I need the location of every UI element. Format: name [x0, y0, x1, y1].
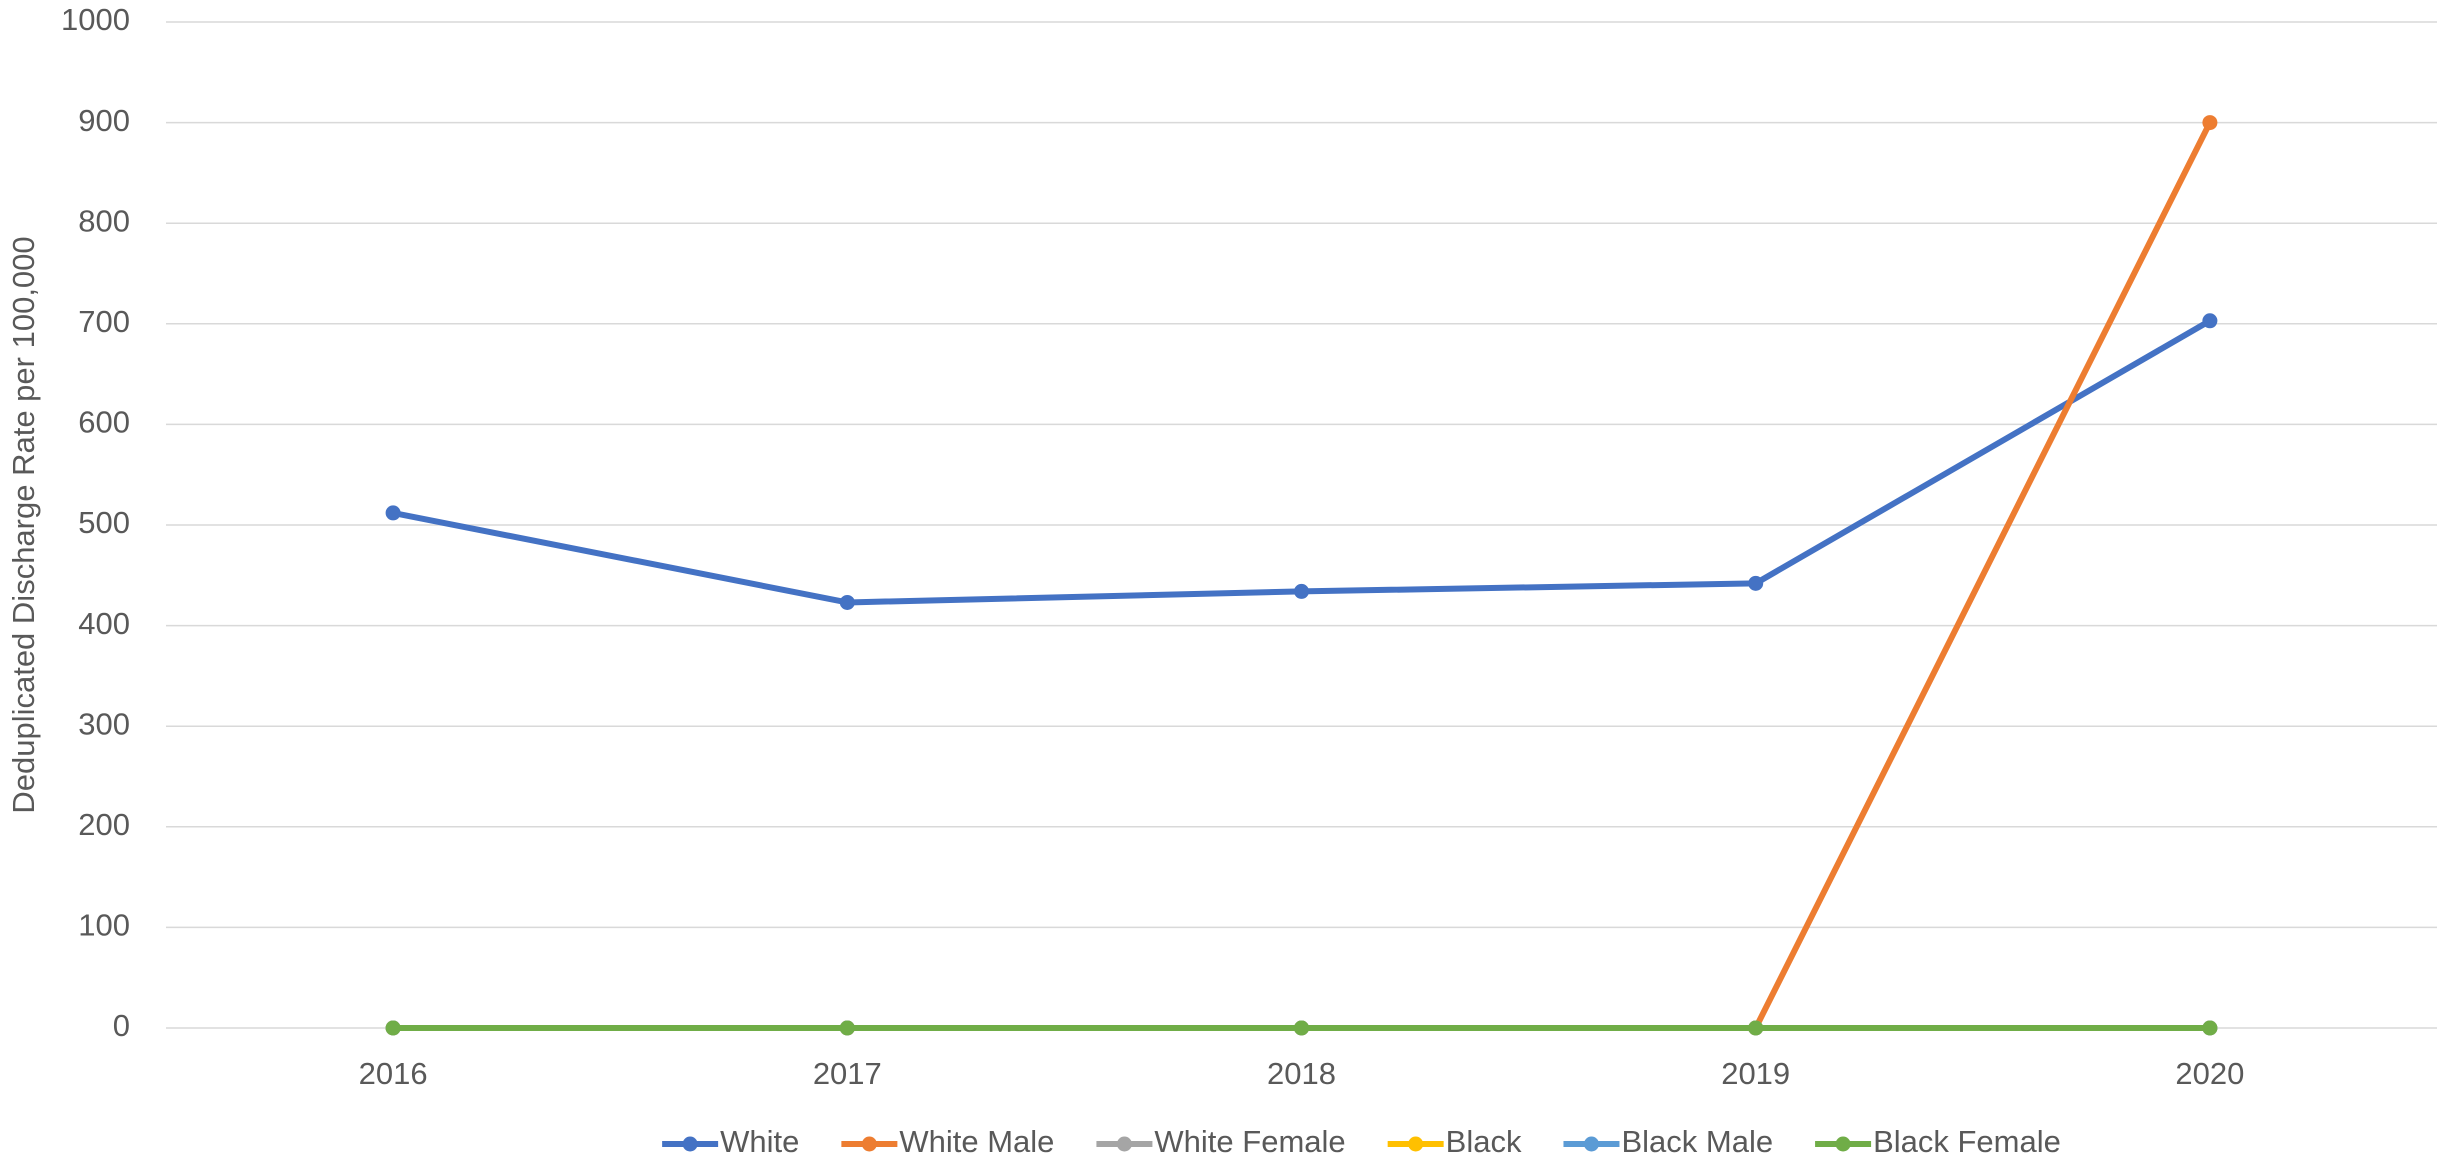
legend-marker [861, 1136, 877, 1152]
data-point [2202, 115, 2218, 131]
series-line [392, 318, 2212, 606]
y-tick-label: 0 [113, 1008, 130, 1043]
data-point [839, 1020, 855, 1036]
y-tick-label: 200 [78, 807, 130, 842]
y-tick-label: 500 [78, 505, 130, 540]
data-point [1294, 1020, 1309, 1036]
y-tick-label: 900 [78, 103, 130, 138]
y-axis-label: Deduplicated Discharge Rate per 100,000 [6, 236, 41, 813]
y-tick-label: 600 [78, 405, 130, 440]
y-tick-label: 300 [78, 706, 130, 741]
legend-marker [1583, 1136, 1599, 1152]
legend-label: White Male [899, 1124, 1054, 1159]
data-point [1748, 1020, 1764, 1036]
data-point [2202, 313, 2218, 329]
data-point [2202, 1020, 2218, 1036]
data-point [1294, 583, 1309, 599]
y-tick-label: 100 [78, 908, 130, 943]
legend-label: White [720, 1124, 799, 1159]
legend-marker [1408, 1136, 1424, 1152]
legend: White White Male White Female Black Black Ma… [662, 1124, 2061, 1159]
legend-marker [682, 1136, 698, 1152]
x-tick-label: 2017 [813, 1056, 882, 1091]
data-point [385, 1020, 401, 1036]
x-tick-label: 2018 [1267, 1056, 1336, 1091]
x-tick-label: 2019 [1721, 1056, 1790, 1091]
legend-label: White Female [1154, 1124, 1345, 1159]
series-line [393, 121, 2213, 1031]
legend-label: Black Female [1873, 1124, 2061, 1159]
legend-label: Black [1446, 1124, 1522, 1159]
data-point [839, 594, 855, 610]
legend-marker [1116, 1136, 1132, 1152]
legend-label: Black Male [1621, 1124, 1773, 1159]
y-tick-label: 800 [78, 203, 130, 238]
data-point [1748, 575, 1764, 591]
legend-marker [1835, 1136, 1851, 1152]
y-tick-label: 400 [78, 606, 130, 641]
y-tick-label: 1000 [61, 2, 130, 37]
x-tick-label: 2020 [2175, 1056, 2244, 1091]
x-tick-label: 2016 [359, 1056, 428, 1091]
y-tick-label: 700 [78, 304, 130, 339]
data-point [385, 505, 401, 521]
